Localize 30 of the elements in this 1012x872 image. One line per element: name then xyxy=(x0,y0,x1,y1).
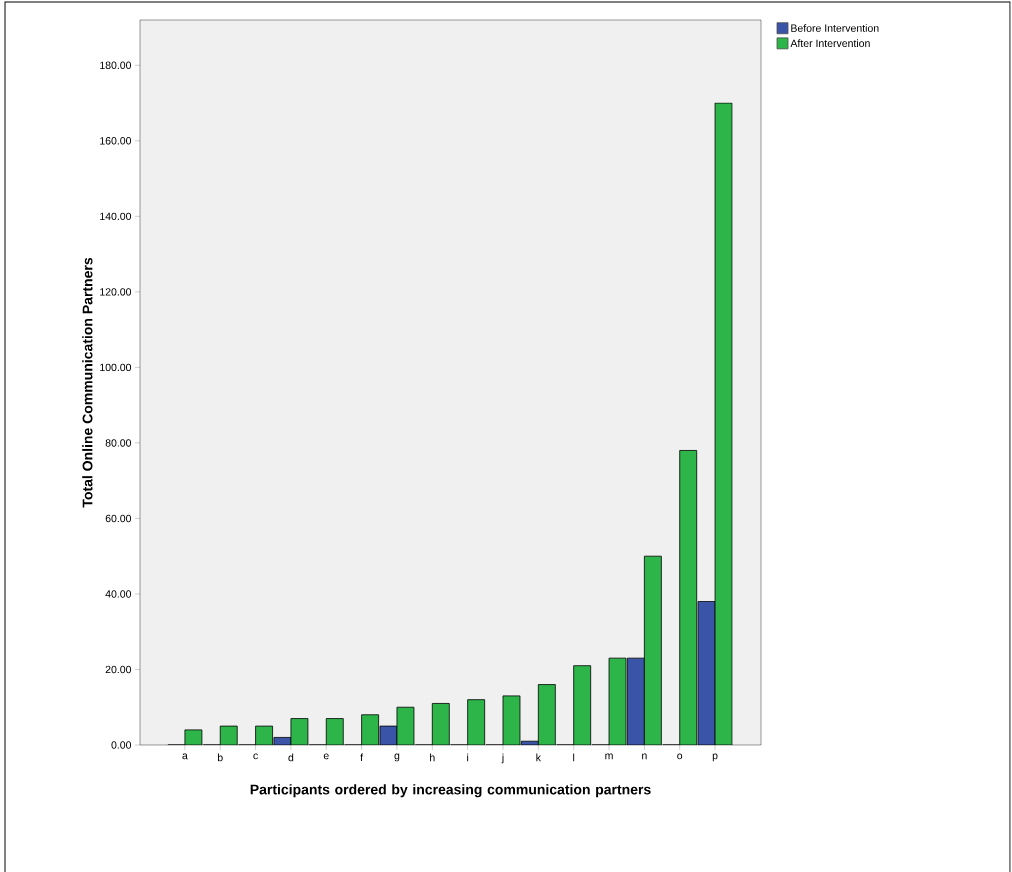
x-tick-label: g xyxy=(394,753,400,762)
y-tick-label: 60.00 xyxy=(105,514,132,523)
y-tick-label: 0.00 xyxy=(111,741,132,749)
x-tick-label: a xyxy=(182,753,188,760)
x-tick-label: c xyxy=(253,753,258,760)
legend-label: Before Intervention xyxy=(791,24,879,32)
x-tick-label: d xyxy=(288,753,294,762)
x-tick-label: l xyxy=(573,753,575,762)
x-tick-label: n xyxy=(642,753,647,760)
x-tick-label: j xyxy=(501,753,504,764)
x-tick-label: i xyxy=(467,753,469,762)
x-axis-title: Participants ordered by increasing communication partners xyxy=(250,784,651,798)
y-tick-label: 20.00 xyxy=(105,665,132,674)
y-tick-label: 180.00 xyxy=(100,61,132,70)
y-tick-label: 140.00 xyxy=(100,212,132,221)
x-tick-label: b xyxy=(217,753,223,762)
y-tick-label: 100.00 xyxy=(100,363,132,372)
y-tick-label: 120.00 xyxy=(100,288,132,296)
y-axis-title: Total Online Communication Partners xyxy=(82,257,93,508)
x-tick-label: m xyxy=(605,753,613,760)
x-tick-label: p xyxy=(712,753,718,762)
x-tick-label: e xyxy=(323,753,329,760)
y-tick-label: 40.00 xyxy=(105,590,132,598)
x-tick-label: k xyxy=(536,753,541,762)
legend-label: After Intervention xyxy=(790,39,870,48)
y-tick-label: 80.00 xyxy=(105,439,132,447)
y-tick-label: 160.00 xyxy=(100,137,132,145)
x-tick-label: o xyxy=(677,753,683,760)
x-tick-label: f xyxy=(360,753,364,762)
x-tick-label: h xyxy=(430,753,435,762)
